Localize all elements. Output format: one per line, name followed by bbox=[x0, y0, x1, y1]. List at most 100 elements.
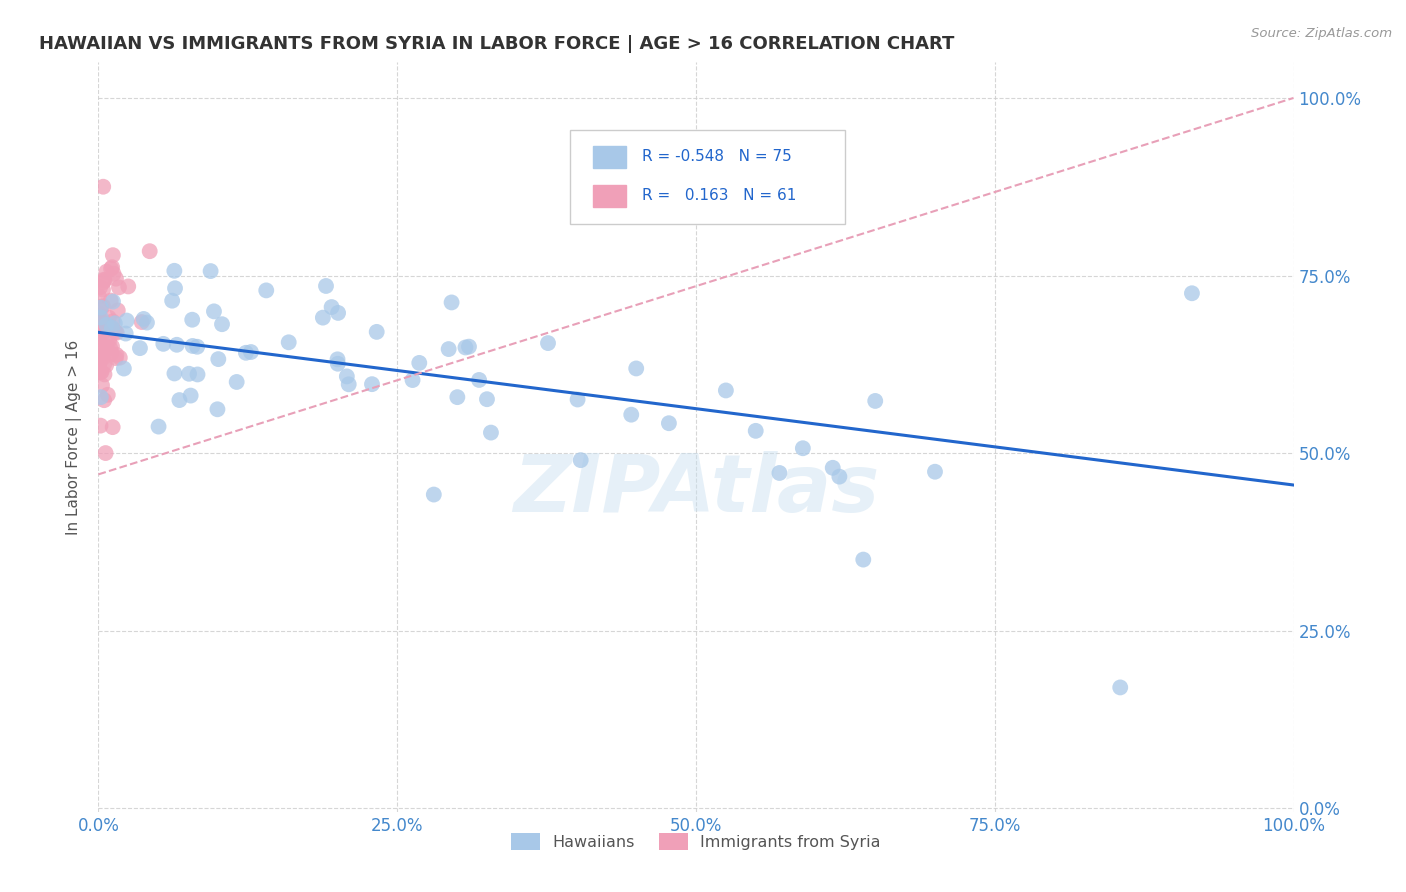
Point bbox=[163, 264, 186, 278]
Point bbox=[108, 351, 131, 365]
Point bbox=[177, 367, 200, 381]
Point bbox=[475, 392, 498, 407]
Point bbox=[87, 307, 110, 321]
Point bbox=[112, 361, 135, 376]
Point bbox=[458, 340, 481, 354]
Point bbox=[924, 465, 946, 479]
Point bbox=[239, 345, 262, 359]
Point bbox=[107, 303, 129, 318]
Point bbox=[103, 322, 125, 336]
Point bbox=[87, 330, 110, 344]
Point bbox=[89, 280, 111, 294]
Point bbox=[100, 346, 122, 360]
Point bbox=[160, 293, 183, 308]
Point bbox=[440, 295, 463, 310]
Point bbox=[468, 373, 491, 387]
Point bbox=[108, 280, 131, 294]
Point bbox=[326, 357, 349, 371]
Point bbox=[91, 351, 114, 366]
Point bbox=[312, 310, 335, 325]
Point bbox=[132, 312, 155, 326]
Point bbox=[401, 373, 423, 387]
Point bbox=[91, 378, 114, 392]
Point bbox=[186, 368, 208, 382]
Point bbox=[93, 273, 115, 287]
Point bbox=[96, 334, 118, 349]
Point bbox=[186, 340, 208, 354]
Point bbox=[446, 390, 468, 404]
Point bbox=[166, 338, 188, 352]
Point bbox=[101, 260, 124, 275]
Point bbox=[96, 359, 118, 373]
Point bbox=[104, 316, 127, 330]
Point bbox=[105, 326, 128, 340]
Point bbox=[96, 318, 118, 332]
Point bbox=[658, 416, 681, 430]
Point bbox=[225, 375, 247, 389]
Point bbox=[152, 336, 174, 351]
Point bbox=[114, 326, 136, 341]
Point bbox=[101, 314, 124, 328]
FancyBboxPatch shape bbox=[571, 130, 845, 224]
Point bbox=[90, 348, 112, 362]
Point bbox=[235, 345, 257, 359]
Point bbox=[768, 466, 790, 480]
Point bbox=[792, 442, 814, 456]
Point bbox=[254, 284, 277, 298]
Y-axis label: In Labor Force | Age > 16: In Labor Force | Age > 16 bbox=[66, 340, 83, 534]
Point bbox=[207, 352, 229, 367]
Point bbox=[620, 408, 643, 422]
Point bbox=[181, 339, 204, 353]
Point bbox=[103, 267, 125, 281]
Point bbox=[423, 487, 446, 501]
Point bbox=[97, 310, 120, 325]
Point bbox=[93, 368, 115, 382]
Point bbox=[90, 365, 112, 379]
Point bbox=[87, 365, 110, 379]
Point bbox=[131, 315, 153, 329]
Point bbox=[569, 453, 592, 467]
Point bbox=[745, 424, 768, 438]
Point bbox=[94, 446, 117, 460]
Point bbox=[93, 357, 115, 371]
Point bbox=[326, 306, 349, 320]
Point bbox=[96, 265, 118, 279]
Point bbox=[93, 318, 115, 333]
Point bbox=[163, 367, 186, 381]
Point bbox=[207, 402, 229, 417]
Point bbox=[101, 420, 124, 434]
Text: HAWAIIAN VS IMMIGRANTS FROM SYRIA IN LABOR FORCE | AGE > 16 CORRELATION CHART: HAWAIIAN VS IMMIGRANTS FROM SYRIA IN LAB… bbox=[39, 35, 955, 53]
Point bbox=[90, 300, 112, 314]
Point bbox=[98, 341, 121, 355]
Point bbox=[90, 310, 112, 325]
Point bbox=[101, 294, 124, 309]
Text: Source: ZipAtlas.com: Source: ZipAtlas.com bbox=[1251, 27, 1392, 40]
Point bbox=[821, 460, 844, 475]
Point bbox=[437, 342, 460, 356]
Point bbox=[626, 361, 648, 376]
Point bbox=[138, 244, 160, 259]
FancyBboxPatch shape bbox=[593, 145, 626, 168]
Point bbox=[90, 314, 112, 328]
Point bbox=[91, 299, 114, 313]
Point bbox=[89, 324, 111, 338]
Point bbox=[169, 393, 191, 408]
Point bbox=[361, 377, 384, 392]
Point bbox=[1109, 681, 1132, 695]
FancyBboxPatch shape bbox=[593, 185, 626, 207]
Point bbox=[211, 317, 233, 331]
Point bbox=[321, 300, 343, 314]
Point bbox=[315, 279, 337, 293]
Point bbox=[115, 313, 138, 327]
Point bbox=[90, 301, 112, 315]
Point bbox=[87, 357, 110, 371]
Point bbox=[336, 369, 359, 384]
Point bbox=[101, 248, 124, 262]
Point bbox=[101, 320, 124, 334]
Point bbox=[104, 271, 127, 285]
Point bbox=[567, 392, 589, 407]
Point bbox=[180, 388, 202, 402]
Text: ZIPAtlas: ZIPAtlas bbox=[513, 450, 879, 529]
Point bbox=[537, 336, 560, 351]
Point bbox=[100, 293, 122, 308]
